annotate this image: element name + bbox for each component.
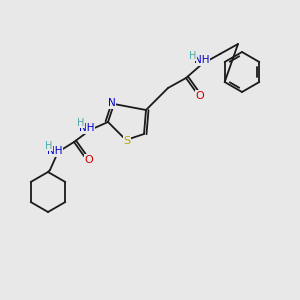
Text: H: H (189, 51, 197, 61)
Text: O: O (196, 91, 204, 101)
Text: H: H (45, 141, 53, 151)
Text: H: H (77, 118, 85, 128)
Text: NH: NH (79, 123, 95, 133)
Text: NH: NH (194, 55, 210, 65)
Text: NH: NH (47, 146, 63, 156)
Text: N: N (108, 98, 116, 108)
Text: O: O (85, 155, 93, 165)
Text: S: S (123, 136, 130, 146)
